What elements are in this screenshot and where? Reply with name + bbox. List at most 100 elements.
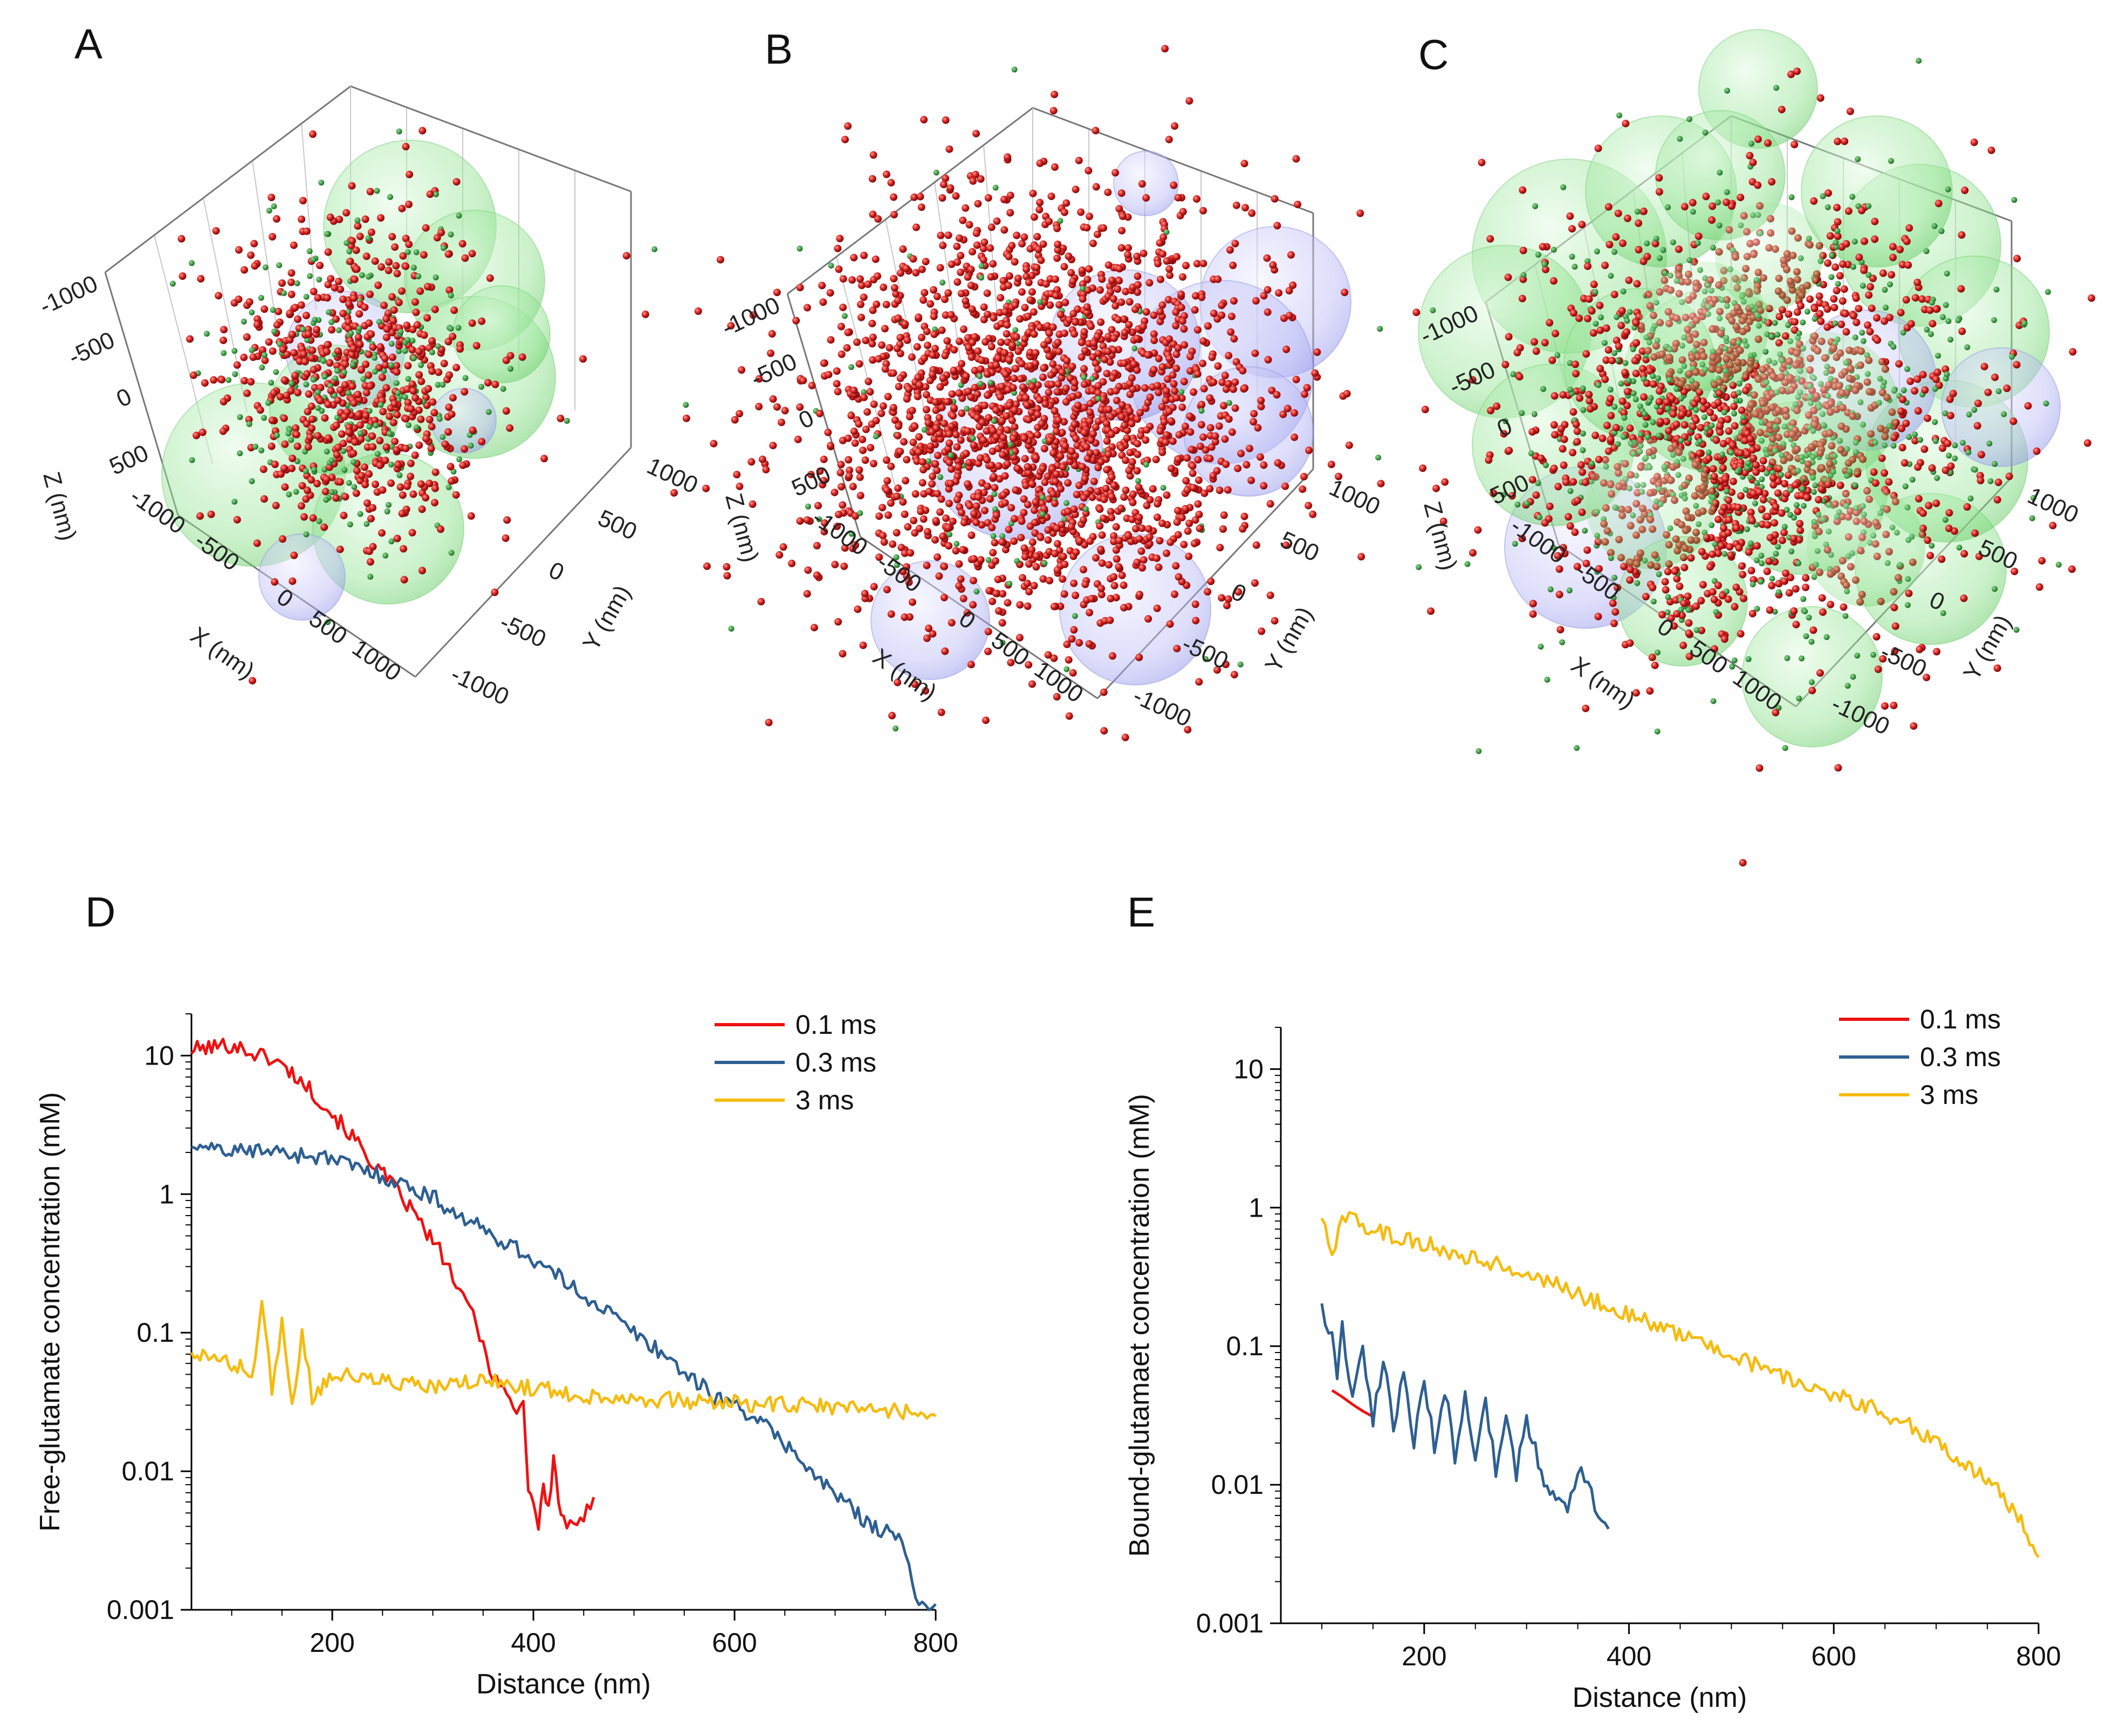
glutamate-point [1115, 265, 1123, 273]
glutamate-point [983, 289, 991, 297]
bound-molecule-point [433, 274, 439, 280]
glutamate-point [1902, 296, 1910, 304]
glutamate-point [985, 414, 992, 422]
glutamate-point [1582, 704, 1590, 712]
glutamate-point [1126, 298, 1134, 306]
glutamate-point [869, 151, 877, 159]
glutamate-point [366, 290, 374, 298]
glutamate-point [1559, 445, 1567, 453]
glutamate-point [884, 511, 892, 519]
glutamate-point [324, 280, 332, 289]
glutamate-point [399, 491, 407, 499]
glutamate-point [1121, 421, 1128, 429]
bound-molecule-point [1031, 378, 1037, 384]
bound-molecule-point [1773, 551, 1779, 557]
glutamate-point [916, 381, 924, 389]
bound-molecule-point [1655, 375, 1661, 381]
glutamate-point [962, 449, 970, 457]
glutamate-point [1602, 324, 1610, 332]
glutamate-point [820, 527, 828, 536]
glutamate-point [287, 278, 295, 286]
glutamate-point [467, 512, 475, 520]
glutamate-point [909, 255, 917, 263]
bound-molecule-point [1775, 544, 1781, 550]
bound-molecule-point [388, 461, 394, 468]
glutamate-point [861, 589, 869, 598]
bound-molecule-point [1860, 338, 1867, 344]
glutamate-point [1569, 478, 1577, 486]
glutamate-point [349, 449, 358, 457]
glutamate-point [1208, 353, 1216, 361]
glutamate-point [1085, 265, 1093, 273]
glutamate-point [1823, 323, 1831, 331]
glutamate-point [1714, 550, 1722, 558]
glutamate-point [902, 264, 910, 272]
y-tick-label: -1000 [1129, 683, 1196, 732]
glutamate-point [1694, 232, 1703, 241]
glutamate-point [1759, 457, 1767, 465]
glutamate-point [502, 407, 510, 415]
glutamate-point [403, 482, 411, 490]
glutamate-point [796, 517, 804, 525]
bound-molecule-point [1580, 407, 1587, 413]
glutamate-point [788, 559, 796, 567]
glutamate-point [918, 265, 926, 273]
glutamate-point [1052, 292, 1060, 300]
bound-molecule-point [1416, 564, 1422, 571]
glutamate-point [1105, 561, 1113, 569]
bound-molecule-point [946, 531, 952, 538]
glutamate-point [896, 374, 904, 382]
glutamate-point [1104, 188, 1112, 196]
bound-molecule-point [1095, 395, 1101, 402]
glutamate-point [1156, 537, 1164, 545]
glutamate-point [411, 298, 419, 306]
glutamate-point [1080, 328, 1088, 336]
glutamate-point [1273, 391, 1281, 399]
bound-molecule-point [1567, 360, 1573, 366]
glutamate-point [1083, 308, 1091, 317]
glutamate-point [1960, 594, 1968, 602]
bound-molecule-point [1788, 194, 1795, 201]
glutamate-point [1675, 245, 1683, 253]
glutamate-point [1108, 276, 1116, 284]
glutamate-point [302, 312, 310, 319]
glutamate-point [1060, 590, 1068, 598]
glutamate-point [905, 578, 913, 586]
glutamate-point [957, 269, 965, 276]
glutamate-point [990, 472, 998, 481]
bound-molecule-point [841, 313, 848, 319]
glutamate-point [354, 333, 362, 341]
glutamate-point [1133, 252, 1141, 260]
glutamate-point [1138, 180, 1146, 188]
glutamate-point [927, 300, 935, 308]
glutamate-point [1560, 435, 1568, 443]
glutamate-point [407, 405, 415, 413]
grid-line [836, 256, 895, 486]
glutamate-point [371, 416, 379, 424]
glutamate-point [1241, 204, 1249, 212]
bound-molecule-point [1377, 326, 1383, 332]
glutamate-point [837, 323, 845, 331]
glutamate-point [1685, 619, 1693, 627]
glutamate-point [1011, 514, 1018, 523]
bound-molecule-point [978, 263, 985, 269]
glutamate-point [291, 304, 299, 312]
glutamate-point [1537, 454, 1545, 462]
bound-molecule-point [1728, 449, 1734, 456]
glutamate-point [1842, 240, 1850, 248]
bound-molecule-point [1883, 304, 1889, 311]
glutamate-point [177, 235, 186, 243]
glutamate-point [431, 468, 440, 476]
glutamate-point [1128, 420, 1136, 428]
glutamate-point [982, 338, 990, 346]
bound-molecule-point [992, 506, 998, 512]
glutamate-point [1778, 537, 1786, 544]
glutamate-point [998, 441, 1006, 449]
bound-molecule-point [1995, 388, 2002, 394]
bound-molecule-point [1748, 540, 1754, 546]
glutamate-point [1138, 524, 1146, 532]
glutamate-point [1685, 653, 1693, 661]
glutamate-point [970, 510, 978, 518]
glutamate-point [376, 437, 384, 444]
glutamate-point [1184, 726, 1192, 734]
